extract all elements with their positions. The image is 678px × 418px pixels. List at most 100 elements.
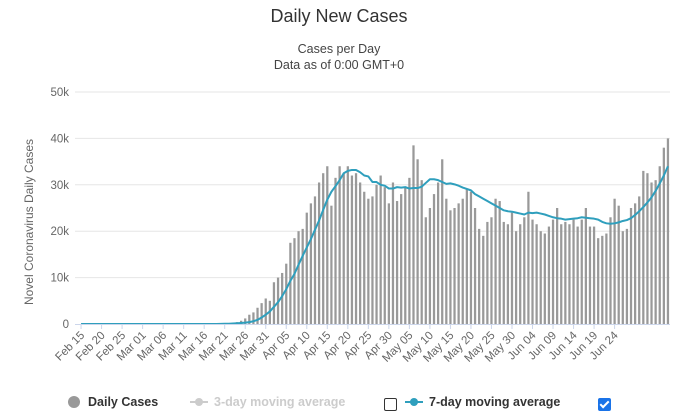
daily-cases-bar[interactable]	[617, 205, 620, 324]
three-day-average-checkbox[interactable]	[384, 398, 397, 411]
daily-cases-bar[interactable]	[592, 226, 596, 324]
daily-cases-bar[interactable]	[391, 182, 395, 324]
daily-cases-bar[interactable]	[498, 201, 501, 324]
daily-cases-bar[interactable]	[519, 224, 522, 324]
daily-cases-bar[interactable]	[313, 196, 317, 324]
daily-cases-bar[interactable]	[293, 238, 296, 324]
daily-cases-bar[interactable]	[564, 221, 567, 324]
daily-cases-bar[interactable]	[256, 307, 259, 324]
daily-cases-bar[interactable]	[482, 235, 485, 324]
daily-cases-bar[interactable]	[633, 203, 637, 324]
daily-cases-bar[interactable]	[478, 228, 481, 324]
seven-day-average-path[interactable]	[81, 165, 669, 325]
daily-cases-bar[interactable]	[490, 217, 493, 324]
daily-cases-bar[interactable]	[359, 182, 362, 324]
daily-cases-bar[interactable]	[289, 242, 292, 324]
daily-cases-bar[interactable]	[502, 221, 505, 324]
daily-cases-bar[interactable]	[309, 203, 313, 324]
legend-item-daily-cases[interactable]: Daily Cases	[68, 395, 158, 409]
daily-cases-bar[interactable]	[609, 217, 612, 324]
daily-cases-bar[interactable]	[486, 221, 489, 324]
daily-cases-bar[interactable]	[510, 212, 514, 324]
daily-cases-bar[interactable]	[506, 224, 510, 324]
daily-cases-bar[interactable]	[387, 203, 390, 324]
daily-cases-bar[interactable]	[264, 298, 267, 324]
daily-cases-bar[interactable]	[642, 170, 645, 324]
daily-cases-bar[interactable]	[576, 226, 579, 324]
daily-cases-bar[interactable]	[297, 231, 300, 324]
daily-cases-bar[interactable]	[580, 219, 583, 324]
daily-cases-bar[interactable]	[551, 219, 555, 324]
daily-cases-bar[interactable]	[547, 226, 551, 324]
daily-cases-bar[interactable]	[662, 147, 665, 324]
daily-cases-bar[interactable]	[354, 173, 358, 324]
daily-cases-bar[interactable]	[638, 196, 641, 324]
legend-item-three-day-average[interactable]: 3-day moving average	[190, 395, 345, 409]
daily-cases-bar[interactable]	[375, 184, 378, 324]
daily-cases-bar[interactable]	[260, 303, 263, 324]
daily-cases-bar[interactable]	[326, 166, 329, 324]
daily-cases-bar[interactable]	[395, 201, 399, 324]
seven-day-average-line[interactable]	[81, 165, 669, 325]
daily-cases-bar[interactable]	[244, 318, 247, 324]
daily-cases-bar[interactable]	[248, 314, 251, 324]
daily-cases-bar[interactable]	[346, 166, 349, 324]
daily-cases-bar[interactable]	[650, 182, 653, 324]
daily-cases-bar[interactable]	[453, 208, 456, 324]
daily-cases-bar[interactable]	[658, 166, 661, 324]
daily-cases-bar[interactable]	[408, 177, 411, 324]
daily-cases-bar[interactable]	[461, 198, 464, 324]
daily-cases-bar[interactable]	[535, 224, 538, 324]
daily-cases-bar[interactable]	[334, 177, 337, 324]
daily-cases-bar[interactable]	[572, 219, 575, 324]
daily-cases-bar[interactable]	[432, 194, 436, 324]
daily-cases-bar[interactable]	[416, 159, 419, 324]
daily-cases-bar[interactable]	[412, 145, 415, 324]
daily-cases-bar[interactable]	[523, 217, 526, 324]
daily-cases-bar[interactable]	[445, 198, 448, 324]
daily-cases-bar[interactable]	[457, 203, 460, 324]
daily-cases-bar[interactable]	[469, 191, 473, 324]
daily-cases-bar[interactable]	[494, 198, 497, 324]
daily-cases-bar[interactable]	[449, 210, 452, 324]
daily-cases-bar[interactable]	[539, 231, 542, 324]
daily-cases-bar[interactable]	[371, 196, 374, 324]
daily-cases-bar[interactable]	[305, 212, 308, 324]
daily-cases-bar[interactable]	[428, 208, 432, 324]
daily-cases-bar[interactable]	[330, 205, 333, 324]
daily-cases-bar[interactable]	[621, 231, 624, 324]
daily-cases-bar[interactable]	[625, 228, 629, 324]
daily-cases-bar[interactable]	[281, 272, 284, 324]
daily-cases-bars[interactable]	[211, 138, 670, 324]
daily-cases-bar[interactable]	[605, 233, 608, 324]
daily-cases-bar[interactable]	[436, 182, 440, 324]
daily-cases-bar[interactable]	[404, 187, 407, 324]
daily-cases-bar[interactable]	[322, 173, 325, 324]
daily-cases-bar[interactable]	[301, 228, 304, 324]
daily-cases-bar[interactable]	[543, 233, 546, 324]
daily-cases-bar[interactable]	[383, 187, 386, 324]
daily-cases-bar[interactable]	[338, 166, 341, 324]
seven-day-average-checkbox[interactable]	[598, 398, 611, 411]
daily-cases-bar[interactable]	[465, 189, 468, 324]
daily-cases-bar[interactable]	[527, 191, 530, 324]
daily-cases-bar[interactable]	[654, 180, 657, 324]
daily-cases-bar[interactable]	[514, 231, 518, 324]
daily-cases-bar[interactable]	[252, 312, 255, 324]
daily-cases-bar[interactable]	[350, 175, 354, 324]
daily-cases-bar[interactable]	[379, 175, 382, 324]
daily-cases-bar[interactable]	[317, 182, 321, 324]
daily-cases-bar[interactable]	[420, 180, 423, 324]
daily-cases-bar[interactable]	[588, 226, 592, 324]
daily-cases-bar[interactable]	[285, 263, 288, 324]
daily-cases-bar[interactable]	[646, 173, 649, 324]
daily-cases-bar[interactable]	[367, 198, 370, 324]
daily-cases-bar[interactable]	[568, 224, 571, 324]
daily-cases-bar[interactable]	[556, 208, 559, 324]
daily-cases-bar[interactable]	[272, 282, 276, 324]
daily-cases-bar[interactable]	[363, 191, 366, 324]
daily-cases-bar[interactable]	[400, 194, 403, 324]
daily-cases-bar[interactable]	[613, 198, 616, 324]
daily-cases-bar[interactable]	[473, 208, 477, 324]
daily-cases-bar[interactable]	[629, 208, 633, 324]
